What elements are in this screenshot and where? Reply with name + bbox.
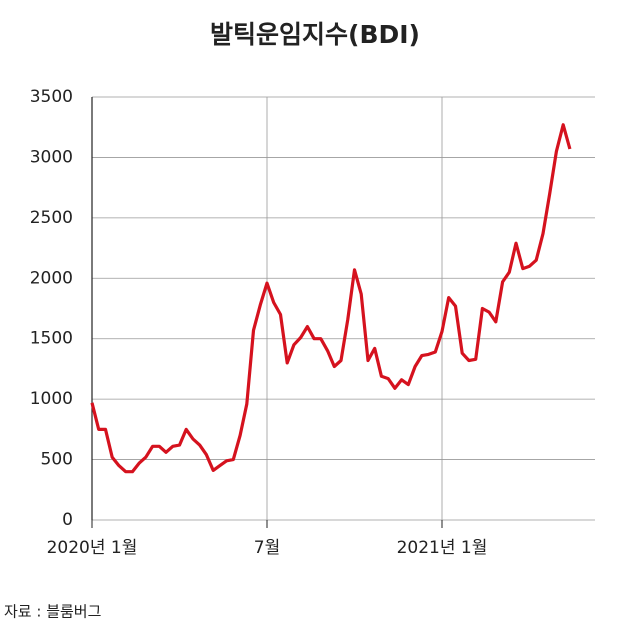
chart-title: 발틱운임지수(BDI) [210, 20, 420, 49]
x-tick-label: 2021년 1월 [397, 538, 488, 558]
data-line [90, 123, 572, 474]
y-tick-label: 1000 [30, 389, 73, 409]
x-tick-label: 2020년 1월 [47, 538, 138, 558]
y-tick-label: 3500 [30, 87, 73, 107]
y-tick-label: 2000 [30, 268, 73, 288]
y-tick-label: 500 [41, 450, 73, 470]
y-tick-label: 3000 [30, 147, 73, 167]
y-tick-label: 1500 [30, 329, 73, 349]
y-tick-label: 2500 [30, 208, 73, 228]
x-tick-label: 7월 [254, 538, 280, 558]
source: 자료 : 블룸버그 [4, 603, 101, 621]
y-tick-label: 0 [62, 510, 73, 530]
